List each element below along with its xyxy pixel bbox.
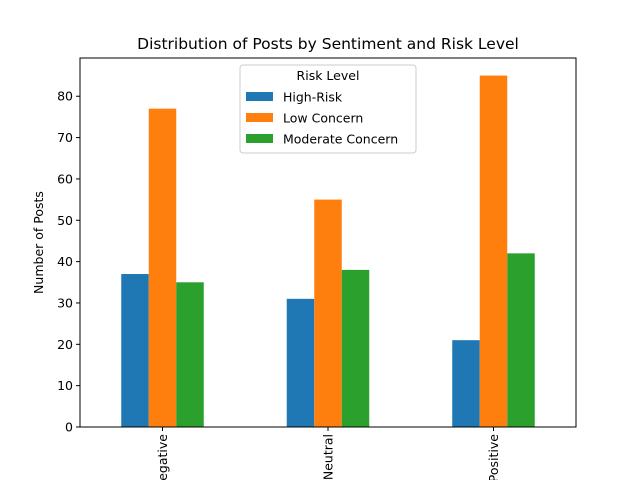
legend-swatch-high-risk: [246, 92, 273, 101]
legend-swatch-low-concern: [246, 113, 273, 122]
x-axis: Negative Neutral Positive: [155, 427, 501, 480]
y-tick-label: 70: [57, 130, 73, 145]
plot-frame: [79, 57, 577, 428]
y-tick-label: 20: [57, 337, 73, 352]
bars-group: [121, 75, 535, 428]
y-tick-label: 60: [57, 171, 73, 186]
x-tick-label-negative: Negative: [155, 434, 170, 480]
y-axis: 0 10 20 30 40 50 60 70 80: [57, 89, 80, 435]
bar-low-concern-2: [479, 75, 508, 428]
bar-high-risk-0: [121, 274, 149, 427]
bar-high-risk-2: [452, 340, 480, 427]
y-tick-label: 0: [65, 420, 73, 435]
bar-moderate-concern-2: [507, 253, 535, 427]
y-tick-label: 40: [57, 254, 73, 269]
bar-moderate-concern-1: [341, 269, 370, 427]
chart-title: Distribution of Posts by Sentiment and R…: [137, 35, 519, 53]
bar-high-risk-1: [286, 298, 315, 427]
legend: Risk Level High-Risk Low Concern Moderate …: [239, 64, 417, 154]
y-tick-label: 10: [57, 378, 73, 393]
y-tick-label: 50: [57, 213, 73, 228]
y-tick-label: 30: [57, 295, 73, 310]
legend-label-low-concern: Low Concern: [283, 111, 363, 126]
y-tick-label: 80: [57, 89, 73, 104]
legend-label-high-risk: High-Risk: [283, 90, 343, 105]
legend-title: Risk Level: [297, 68, 360, 83]
x-tick-label-neutral: Neutral: [321, 434, 336, 480]
bar-low-concern-1: [314, 199, 342, 427]
y-axis-label: Number of Posts: [31, 191, 46, 294]
bar-low-concern-0: [148, 108, 177, 427]
legend-label-moderate-concern: Moderate Concern: [283, 132, 398, 147]
legend-box: [239, 64, 417, 154]
bar-moderate-concern-0: [176, 282, 204, 427]
legend-swatch-moderate-concern: [246, 134, 273, 143]
x-tick-label-positive: Positive: [486, 434, 501, 480]
